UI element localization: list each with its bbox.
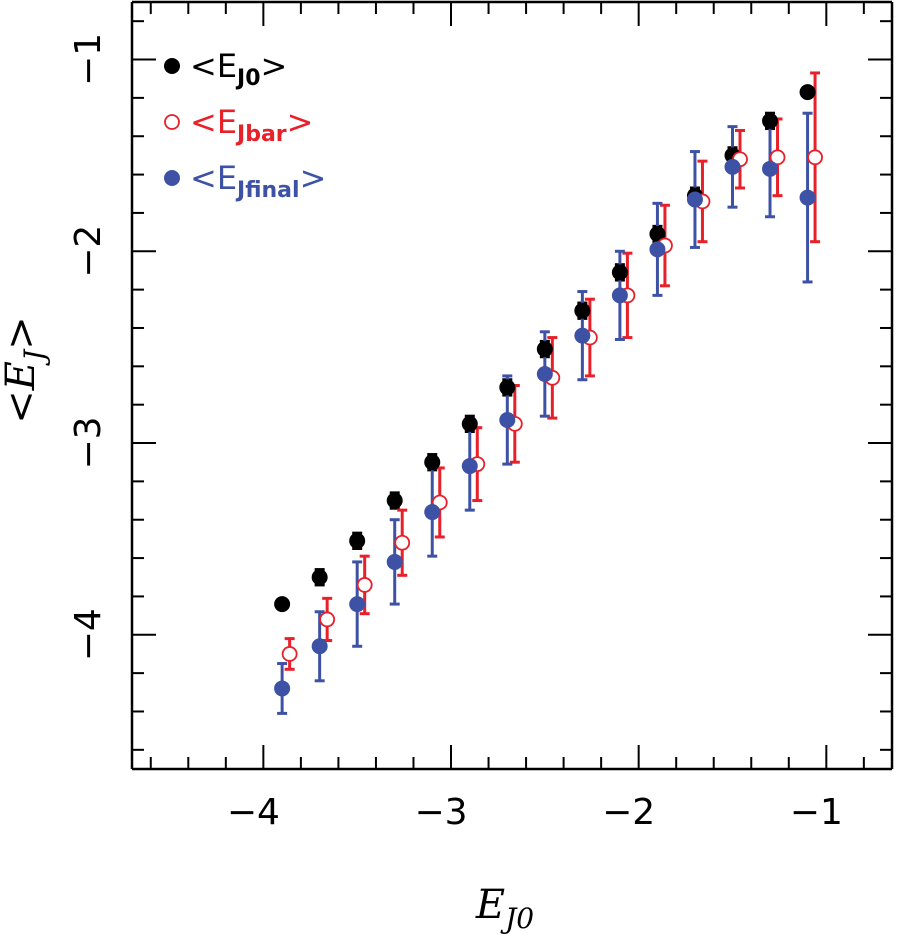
series-jfinal-legend-label-main: <E	[190, 159, 237, 197]
series-jfinal-legend-marker	[164, 170, 180, 186]
series-jbar-point	[356, 577, 373, 593]
x-axis-label-main: E	[475, 882, 505, 928]
series-jfinal-point	[686, 191, 703, 208]
y-tick-label: −3	[68, 416, 109, 469]
series-jfinal-point	[499, 412, 516, 429]
legend: <EJ0><EJbar><EJfinal>	[164, 47, 326, 203]
series-jbar-point	[769, 149, 786, 166]
series-jbar-legend-label-main: <E	[190, 103, 237, 141]
series-j0-legend-marker	[164, 58, 180, 74]
y-tick-label: −1	[68, 33, 109, 86]
y-tick-label: −4	[68, 608, 109, 661]
series-jfinal-legend-label-close: >	[300, 159, 327, 197]
y-tick-label: −2	[68, 225, 109, 278]
y-axis-label-main: <E	[0, 361, 44, 424]
x-tick-label: −4	[227, 792, 280, 833]
series-j0-point	[461, 415, 478, 432]
series-j0-legend-label-main: <E	[190, 47, 237, 85]
y-axis-label-subscript: J	[18, 348, 51, 366]
series-j0-legend-label-subscript: J0	[235, 66, 261, 91]
series-j0-point	[799, 84, 816, 101]
series-jfinal-legend-label: <EJfinal>	[190, 159, 326, 203]
series-jbar-legend-label: <EJbar>	[190, 103, 313, 147]
series-jfinal-legend-label-subscript: Jfinal	[235, 178, 300, 203]
series-j0-point	[499, 379, 516, 396]
series-jfinal-point	[386, 553, 403, 570]
series-j0-point	[574, 302, 591, 319]
x-tick-label: −1	[790, 792, 843, 833]
axes	[130, 0, 894, 771]
series-jbar-point	[394, 534, 411, 551]
series-jfinal-point	[724, 158, 741, 175]
x-tick-label: −2	[602, 792, 655, 833]
series-jbar-point	[807, 149, 823, 166]
x-tick-label: −3	[414, 792, 467, 833]
series-jfinal-point	[799, 189, 816, 206]
series-jfinal-point	[762, 160, 779, 177]
series-jfinal-point	[349, 596, 366, 613]
series-jfinal-point	[611, 287, 628, 304]
y-axis-label-close: >	[0, 316, 44, 350]
series-jfinal-point	[536, 365, 553, 382]
series-jfinal-point	[424, 504, 441, 521]
y-axis-label: <EJ>	[0, 316, 51, 423]
series-j0-point	[649, 226, 666, 243]
series-j0-point	[762, 112, 779, 129]
series-jfinal-point	[274, 680, 291, 697]
series-jbar-legend-label-subscript: Jbar	[235, 122, 287, 147]
series-j0-point	[611, 264, 628, 281]
series-j0-legend-label-close: >	[261, 47, 288, 85]
series-jfinal-point	[574, 327, 591, 344]
series-j0-legend-label: <EJ0>	[190, 47, 287, 91]
tick-marks	[132, 2, 892, 769]
series-jbar-point	[319, 611, 336, 628]
series-jbar-legend-label-close: >	[287, 103, 314, 141]
series-j0-point	[349, 532, 366, 549]
x-axis-label: EJ0	[475, 882, 534, 935]
tick-labels: −4 −3 −2 −1 −4 −3 −2 −1	[68, 33, 843, 833]
series-j0-point	[424, 454, 441, 471]
series-jbar-legend-marker	[164, 114, 180, 130]
series-j0-point	[536, 341, 553, 358]
data-points	[274, 84, 823, 697]
series-j0-point	[311, 569, 328, 586]
series-jbar-point	[281, 646, 298, 662]
x-axis-label-subscript: J0	[500, 902, 534, 935]
series-j0-point	[274, 596, 291, 613]
series-j0-point	[386, 492, 403, 509]
series-jfinal-point	[311, 638, 328, 655]
series-jfinal-point	[649, 241, 666, 258]
series-jfinal-point	[461, 458, 478, 475]
